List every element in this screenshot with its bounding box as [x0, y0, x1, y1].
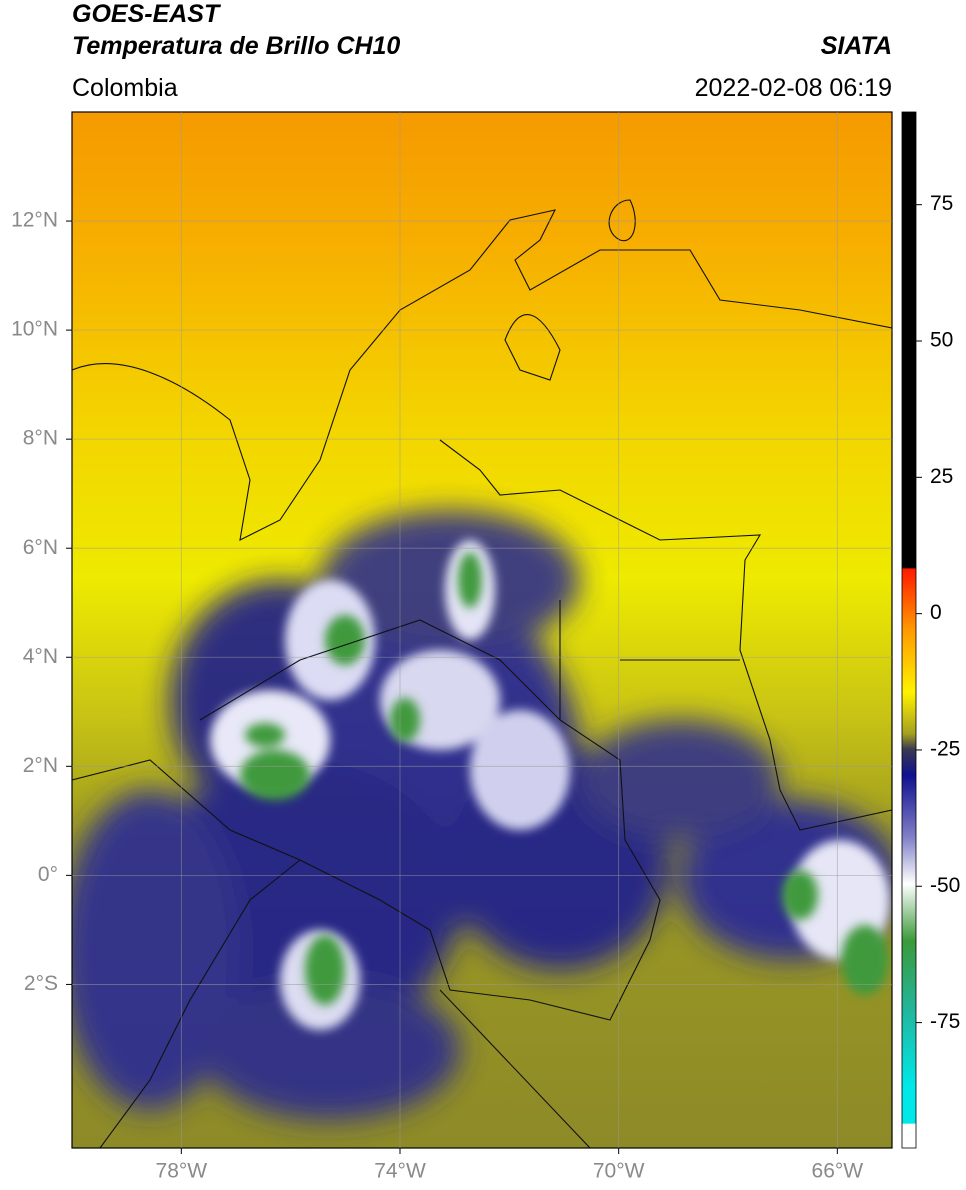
datetime: 2022-02-08 06:19	[695, 74, 892, 102]
colorbar-label: -25	[930, 738, 960, 761]
colorbar-label: -50	[930, 874, 960, 897]
y-tick-label: 2°N	[23, 754, 58, 777]
colorbar-label: 25	[930, 465, 953, 488]
y-tick-label: 8°N	[23, 427, 58, 450]
x-tick-label: 78°W	[156, 1160, 208, 1183]
colorbar-label: -75	[930, 1010, 960, 1033]
region: Colombia	[72, 74, 178, 102]
colorbar-label: 50	[930, 329, 953, 352]
source: SIATA	[821, 32, 892, 60]
y-tick-label: 2°S	[24, 972, 58, 995]
y-tick-label: 6°N	[23, 536, 58, 559]
colorbar-label: 75	[930, 192, 953, 215]
y-tick-label: 10°N	[11, 318, 58, 341]
y-tick-label: 0°	[38, 863, 58, 886]
x-tick-label: 66°W	[812, 1160, 864, 1183]
satellite-image	[72, 112, 892, 1148]
colorbar	[901, 111, 917, 1149]
y-tick-label: 4°N	[23, 645, 58, 668]
map-frame	[71, 111, 893, 1149]
x-tick-label: 74°W	[374, 1160, 426, 1183]
product: Temperatura de Brillo CH10	[72, 32, 400, 60]
y-tick-label: 12°N	[11, 209, 58, 232]
satellite: GOES-EAST	[72, 0, 222, 28]
colorbar-label: 0	[930, 601, 942, 624]
x-tick-label: 70°W	[593, 1160, 645, 1183]
